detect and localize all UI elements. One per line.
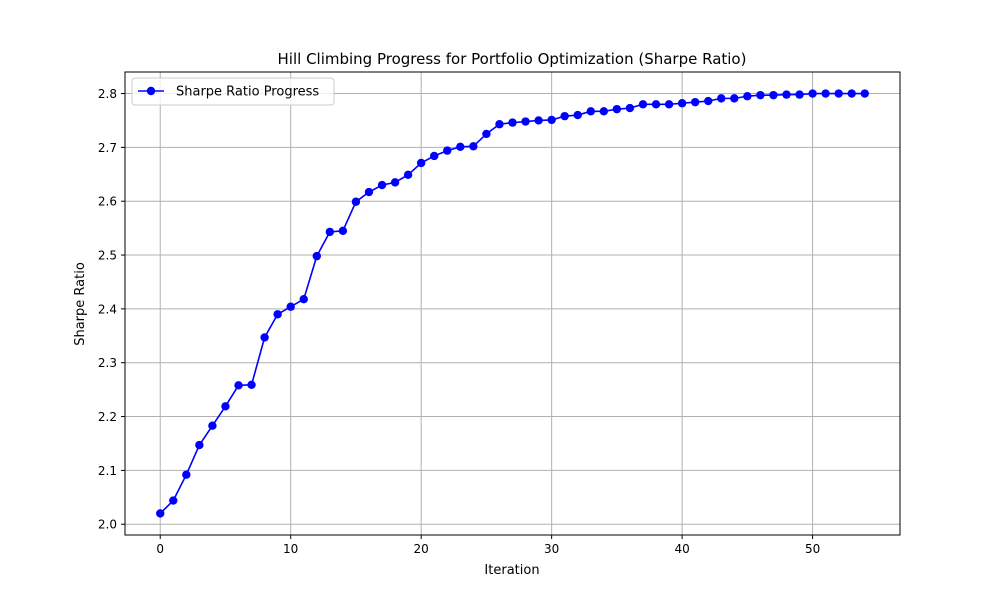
grid <box>125 72 900 535</box>
data-point <box>456 142 465 152</box>
data-point <box>390 178 400 187</box>
data-point <box>377 180 387 190</box>
data-point <box>260 333 269 342</box>
data-point <box>247 380 256 389</box>
y-tick-label: 2.2 <box>98 410 117 424</box>
data-point <box>312 251 321 261</box>
data-point <box>625 103 635 113</box>
data-point <box>534 116 543 125</box>
data-point <box>403 170 413 180</box>
y-tick-label: 2.0 <box>98 518 117 532</box>
data-point <box>221 402 230 411</box>
y-tick-label: 2.5 <box>98 249 117 263</box>
data-point <box>847 89 856 98</box>
y-tick-label: 2.7 <box>98 141 117 155</box>
data-point <box>612 104 622 114</box>
data-point <box>769 90 778 100</box>
data-point <box>364 187 374 197</box>
data-point <box>782 90 791 99</box>
y-tick-label: 2.1 <box>98 464 117 478</box>
data-point <box>208 421 217 430</box>
data-point <box>351 197 361 206</box>
x-axis-ticks: 0 10 20 30 40 50 <box>156 535 820 556</box>
data-point <box>469 142 478 151</box>
data-point <box>795 90 804 99</box>
data-point <box>730 94 739 103</box>
data-point <box>677 99 687 108</box>
data-point <box>756 90 765 100</box>
data-point <box>808 89 817 98</box>
data-point <box>273 310 282 319</box>
chart-title: Hill Climbing Progress for Portfolio Opt… <box>278 50 747 68</box>
data-point <box>743 92 752 101</box>
y-tick-label: 2.8 <box>98 87 117 101</box>
y-tick-label: 2.3 <box>98 356 117 370</box>
data-point <box>821 89 830 98</box>
data-point <box>156 509 165 518</box>
data-point <box>169 496 178 505</box>
x-tick-label: 40 <box>674 542 689 556</box>
data-point <box>521 117 530 126</box>
data-point <box>299 294 308 304</box>
x-axis-label: Iteration <box>484 563 539 578</box>
x-tick-label: 10 <box>283 542 298 556</box>
y-axis-ticks: 2.0 2.1 2.2 2.3 2.4 2.5 2.6 2.7 2.8 <box>98 87 125 532</box>
data-point <box>325 227 335 237</box>
data-point <box>430 151 439 161</box>
y-tick-label: 2.4 <box>98 302 117 316</box>
data-point <box>547 115 556 125</box>
data-point <box>416 158 426 168</box>
x-tick-label: 0 <box>156 542 164 556</box>
x-tick-label: 30 <box>544 542 559 556</box>
data-point <box>690 97 700 107</box>
data-point <box>573 110 582 120</box>
plot-area-frame <box>124 71 901 536</box>
data-point <box>586 107 595 116</box>
data-point <box>182 470 191 479</box>
data-point <box>234 381 243 390</box>
data-point <box>704 96 713 106</box>
y-tick-label: 2.6 <box>98 195 117 209</box>
series-markers <box>156 89 869 518</box>
data-point <box>560 111 569 121</box>
x-tick-label: 50 <box>805 542 820 556</box>
legend-label: Sharpe Ratio Progress <box>176 85 319 100</box>
data-point <box>860 89 869 98</box>
data-point <box>599 107 609 116</box>
data-point <box>638 100 648 109</box>
data-point <box>482 129 491 139</box>
y-axis-label: Sharpe Ratio <box>73 262 88 346</box>
legend: Sharpe Ratio Progress <box>131 77 335 106</box>
data-point <box>195 440 204 450</box>
legend-box <box>131 77 335 106</box>
data-point <box>834 89 843 98</box>
data-point <box>338 226 348 236</box>
data-point <box>651 100 661 109</box>
data-point <box>664 100 674 109</box>
legend-marker-sample <box>146 86 156 96</box>
data-point <box>286 302 295 311</box>
x-tick-label: 20 <box>414 542 429 556</box>
data-point <box>717 94 726 103</box>
data-point <box>508 118 517 127</box>
data-point <box>495 120 504 129</box>
data-point <box>443 146 452 155</box>
